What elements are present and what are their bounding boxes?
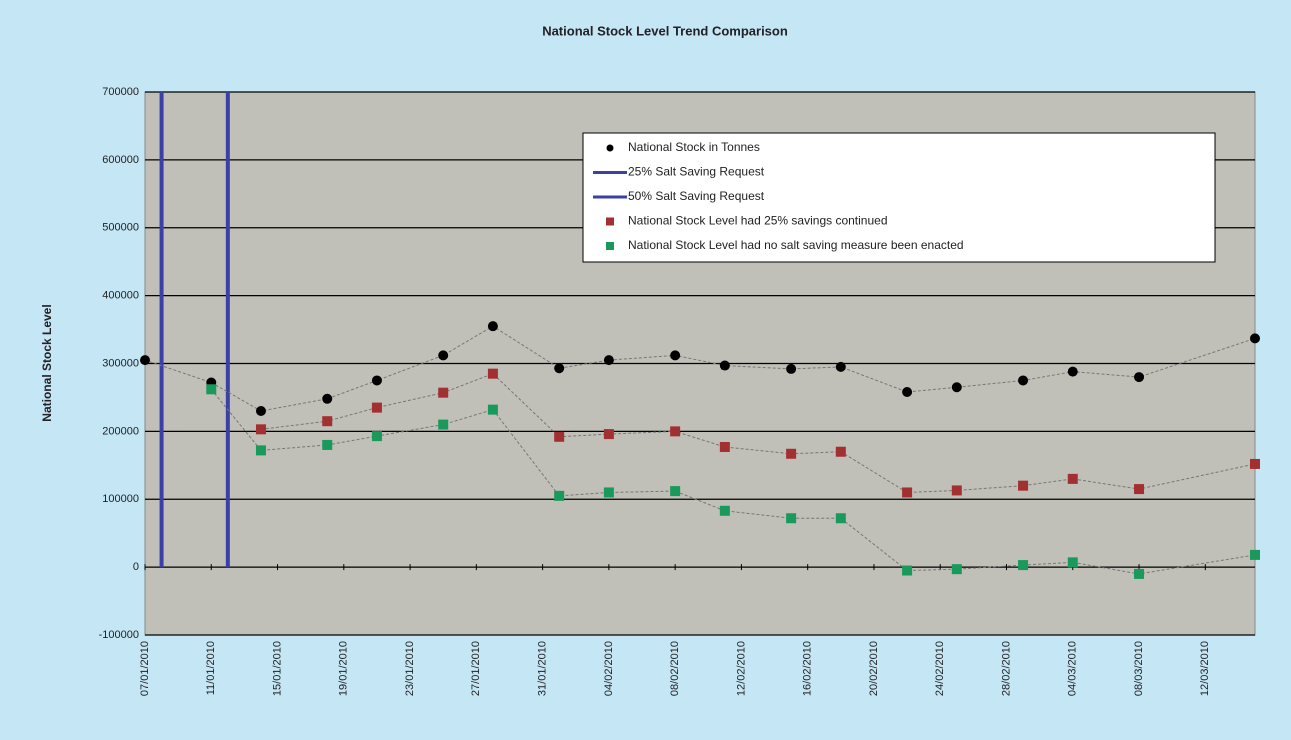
- y-tick-label: 500000: [102, 222, 139, 234]
- point: [1134, 568, 1145, 579]
- legend-label: 50% Salt Saving Request: [628, 189, 765, 203]
- legend: [582, 132, 1216, 263]
- point: [902, 565, 913, 576]
- point: [487, 368, 498, 379]
- y-tick-label: 0: [133, 561, 139, 573]
- point: [554, 431, 565, 442]
- point: [1067, 473, 1078, 484]
- point: [554, 363, 565, 374]
- legend-label: National Stock Level had no salt saving …: [628, 238, 964, 252]
- point: [835, 361, 846, 372]
- point: [603, 487, 614, 498]
- point: [1018, 480, 1029, 491]
- point: [951, 564, 962, 575]
- y-tick-label: 200000: [102, 425, 139, 437]
- point: [902, 487, 913, 498]
- point: [670, 350, 681, 361]
- point: [206, 384, 217, 395]
- point: [719, 360, 730, 371]
- x-tick-label: 12/03/2010: [1199, 641, 1211, 696]
- point: [438, 350, 449, 361]
- point: [371, 375, 382, 386]
- legend-symbol: [606, 217, 614, 226]
- x-tick-label: 24/02/2010: [934, 641, 946, 696]
- point: [487, 404, 498, 415]
- series-line: [210, 388, 1256, 575]
- point: [670, 426, 681, 437]
- point: [1067, 366, 1078, 377]
- point: [786, 513, 797, 524]
- legend-symbol: [606, 242, 614, 250]
- y-tick-label: -100000: [99, 629, 139, 641]
- point: [255, 424, 266, 435]
- point: [1067, 557, 1078, 568]
- point: [719, 441, 730, 452]
- x-tick-label: 08/02/2010: [669, 641, 681, 696]
- x-tick-label: 11/01/2010: [205, 641, 217, 695]
- point: [835, 446, 846, 457]
- x-tick-label: 23/01/2010: [404, 641, 416, 696]
- point: [554, 490, 565, 501]
- point: [603, 429, 614, 440]
- point: [951, 382, 962, 393]
- x-tick-label: 07/01/2010: [139, 641, 151, 696]
- chart-title: National Stock Level Trend Comparison: [542, 23, 788, 38]
- point: [438, 419, 449, 430]
- point: [487, 321, 498, 332]
- x-tick-label: 20/02/2010: [868, 641, 880, 696]
- y-tick-label: 400000: [102, 290, 139, 302]
- point: [1250, 458, 1260, 469]
- y-tick-label: 300000: [102, 357, 139, 369]
- point: [1018, 375, 1029, 386]
- y-tick-label: 600000: [102, 154, 139, 166]
- x-tick-label: 04/03/2010: [1067, 641, 1079, 696]
- x-tick-label: 28/02/2010: [1000, 641, 1012, 696]
- legend-label: 25% Salt Saving Request: [628, 165, 765, 179]
- point: [322, 416, 333, 427]
- x-tick-label: 04/02/2010: [603, 641, 615, 696]
- point: [719, 505, 730, 516]
- x-tick-label: 08/03/2010: [1133, 641, 1145, 696]
- point: [951, 485, 962, 496]
- series-line: [260, 373, 1256, 493]
- y-tick-label: 700000: [102, 86, 139, 98]
- point: [371, 402, 382, 413]
- point: [670, 486, 681, 497]
- point: [786, 363, 797, 374]
- point: [603, 355, 614, 366]
- y-axis-label: National Stock Level: [40, 304, 54, 421]
- point: [835, 513, 846, 524]
- x-tick-label: 27/01/2010: [470, 641, 482, 696]
- point: [140, 355, 150, 366]
- point: [255, 406, 266, 417]
- point: [1250, 333, 1260, 344]
- x-tick-label: 12/02/2010: [735, 641, 747, 696]
- x-tick-label: 19/01/2010: [338, 641, 350, 696]
- legend-symbol: [606, 144, 614, 152]
- y-tick-label: 100000: [102, 493, 139, 505]
- point: [1134, 372, 1145, 383]
- legend-label: National Stock Level had 25% savings con…: [628, 214, 888, 228]
- point: [322, 393, 333, 404]
- point: [255, 445, 266, 456]
- point: [902, 387, 913, 398]
- x-tick-label: 31/01/2010: [537, 641, 549, 696]
- point: [786, 448, 797, 459]
- point: [1018, 560, 1029, 571]
- point: [322, 439, 333, 450]
- x-tick-label: 16/02/2010: [802, 641, 814, 696]
- point: [438, 387, 449, 398]
- x-tick-label: 15/01/2010: [271, 641, 283, 696]
- point: [1134, 484, 1145, 495]
- point: [1250, 549, 1260, 560]
- point: [371, 431, 382, 442]
- legend-label: National Stock in Tonnes: [628, 140, 760, 154]
